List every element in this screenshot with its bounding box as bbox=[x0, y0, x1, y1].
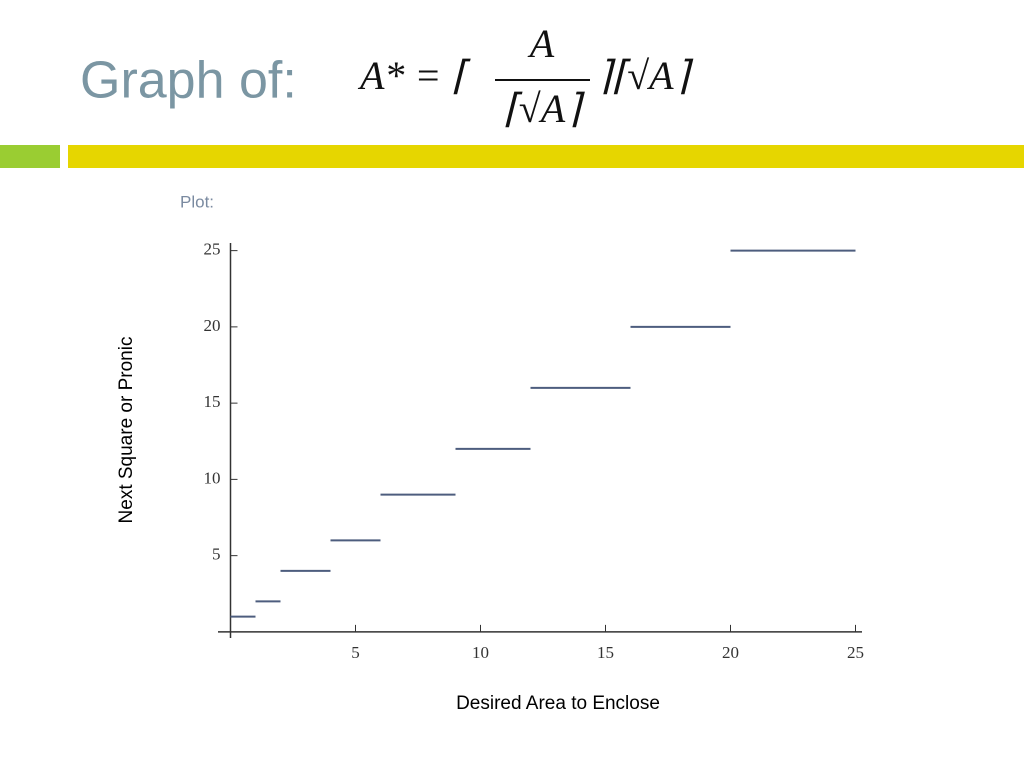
x-tick-label: 15 bbox=[597, 643, 614, 662]
y-axis-label: Next Square or Pronic bbox=[116, 337, 137, 524]
x-axis-label: Desired Area to Enclose bbox=[456, 693, 660, 714]
formula-numerator: A bbox=[527, 21, 555, 66]
plot-label: Plot: bbox=[180, 192, 214, 211]
formula-lhs: A* = ⌈ bbox=[357, 53, 471, 98]
y-tick-label: 5 bbox=[212, 545, 221, 564]
accent-bar-green bbox=[0, 145, 60, 168]
x-tick-label: 10 bbox=[472, 643, 489, 662]
slide-title: Graph of: bbox=[80, 52, 297, 110]
y-tick-label: 20 bbox=[204, 316, 221, 335]
formula-rhs: ⌉⌈√A⌉ bbox=[596, 53, 694, 98]
x-tick-label: 20 bbox=[722, 643, 739, 662]
accent-bar-yellow bbox=[68, 145, 1024, 168]
x-tick-label: 25 bbox=[847, 643, 864, 662]
formula-denominator: ⌈√A⌉ bbox=[503, 86, 585, 131]
y-tick-label: 25 bbox=[204, 240, 221, 259]
y-tick-label: 10 bbox=[204, 468, 221, 487]
y-tick-label: 15 bbox=[204, 392, 221, 411]
x-tick-label: 5 bbox=[351, 643, 360, 662]
